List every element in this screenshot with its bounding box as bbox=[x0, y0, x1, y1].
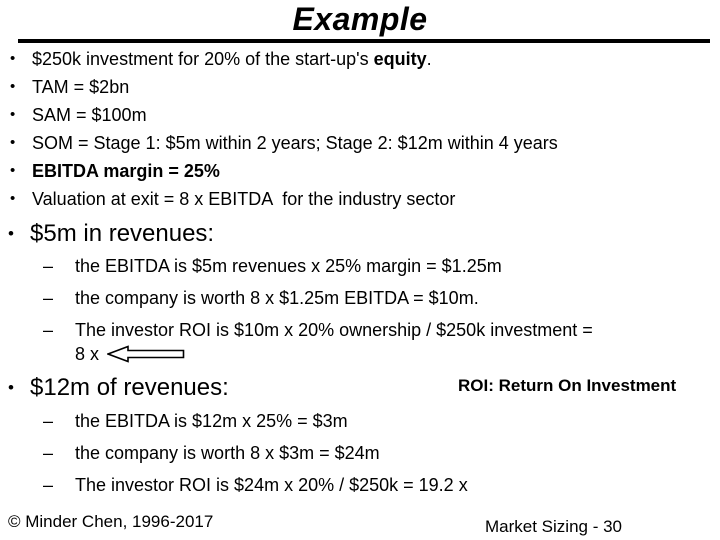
dash-icon: – bbox=[43, 320, 54, 340]
dash-icon: – bbox=[43, 256, 54, 276]
bullet-icon: • bbox=[8, 378, 14, 397]
bullet-icon: • bbox=[10, 50, 16, 67]
bullet-text: . bbox=[426, 49, 432, 69]
bullet-item-som: • SOM = Stage 1: $5m within 2 years; Sta… bbox=[0, 129, 712, 157]
bullet-text: TAM = $2bn bbox=[32, 77, 130, 97]
slide-page-label: Market Sizing - 30 bbox=[485, 517, 622, 536]
sub-item-roi-calc: – The investor ROI is $10m x 20% ownersh… bbox=[43, 314, 713, 366]
bullet-text: SOM = Stage 1: $5m within 2 years; Stage… bbox=[32, 133, 558, 153]
copyright-text: © Minder Chen, 1996-2017 bbox=[8, 512, 214, 531]
bullet-item-investment: • $250k investment for 20% of the start-… bbox=[0, 45, 712, 73]
sub-item: – The investor ROI is $24m x 20% / $250k… bbox=[43, 469, 713, 501]
bullet-icon: • bbox=[10, 106, 16, 123]
bullet-icon: • bbox=[10, 78, 16, 95]
sub-item-text: the company is worth 8 x $3m = $24m bbox=[75, 443, 380, 463]
sub-item: – the company is worth 8 x $1.25m EBITDA… bbox=[43, 282, 713, 314]
sub-item-text: the EBITDA is $12m x 25% = $3m bbox=[75, 411, 348, 431]
section-heading-text: $12m of revenues: bbox=[30, 374, 229, 401]
bullet-icon: • bbox=[10, 134, 16, 151]
bullet-text-bold: EBITDA margin = 25% bbox=[32, 161, 220, 181]
slide-title: Example bbox=[292, 1, 428, 37]
sub-item: – the EBITDA is $12m x 25% = $3m bbox=[43, 405, 713, 437]
bullet-item-ebitda-margin: • EBITDA margin = 25% bbox=[0, 157, 712, 185]
dash-icon: – bbox=[43, 443, 54, 463]
dash-icon: – bbox=[43, 288, 54, 308]
bullet-item-valuation: • Valuation at exit = 8 x EBITDA for the… bbox=[0, 185, 712, 213]
sub-item-text: The investor ROI is $10m x 20% ownership… bbox=[75, 320, 593, 340]
sublist-5m: – the EBITDA is $5m revenues x 25% margi… bbox=[43, 250, 713, 366]
bullet-text: $250k investment for 20% of the start-up… bbox=[32, 49, 374, 69]
sub-item-text: 8 x bbox=[75, 344, 100, 364]
bullet-item-tam: • TAM = $2bn bbox=[0, 73, 712, 101]
dash-icon: – bbox=[43, 475, 54, 495]
title-underline bbox=[18, 39, 710, 43]
sub-item-text: the EBITDA is $5m revenues x 25% margin … bbox=[75, 256, 502, 276]
bullet-icon: • bbox=[10, 190, 16, 207]
sub-item: – the company is worth 8 x $3m = $24m bbox=[43, 437, 713, 469]
roi-definition-note: ROI: Return On Investment bbox=[458, 376, 677, 395]
bullet-icon: • bbox=[10, 162, 16, 179]
dash-icon: – bbox=[43, 411, 54, 431]
bullet-item-sam: • SAM = $100m bbox=[0, 101, 712, 129]
bullet-text: Valuation at exit = 8 x EBITDA for the i… bbox=[32, 189, 456, 209]
bullet-text-bold: equity bbox=[373, 49, 427, 69]
section-heading-text: $5m in revenues: bbox=[30, 220, 215, 247]
sub-item: – the EBITDA is $5m revenues x 25% margi… bbox=[43, 250, 713, 282]
sub-item-text: The investor ROI is $24m x 20% / $250k =… bbox=[75, 475, 468, 495]
top-bullet-list: • $250k investment for 20% of the start-… bbox=[0, 45, 712, 213]
sub-item-text: the company is worth 8 x $1.25m EBITDA =… bbox=[75, 288, 479, 308]
sublist-12m: – the EBITDA is $12m x 25% = $3m – the c… bbox=[43, 405, 713, 501]
bullet-text: SAM = $100m bbox=[32, 105, 147, 125]
section-heading-5m: • $5m in revenues: bbox=[0, 219, 712, 249]
left-arrow-icon bbox=[107, 345, 185, 363]
section-heading-12m: • $12m of revenues: bbox=[0, 373, 712, 403]
bullet-icon: • bbox=[8, 224, 14, 243]
